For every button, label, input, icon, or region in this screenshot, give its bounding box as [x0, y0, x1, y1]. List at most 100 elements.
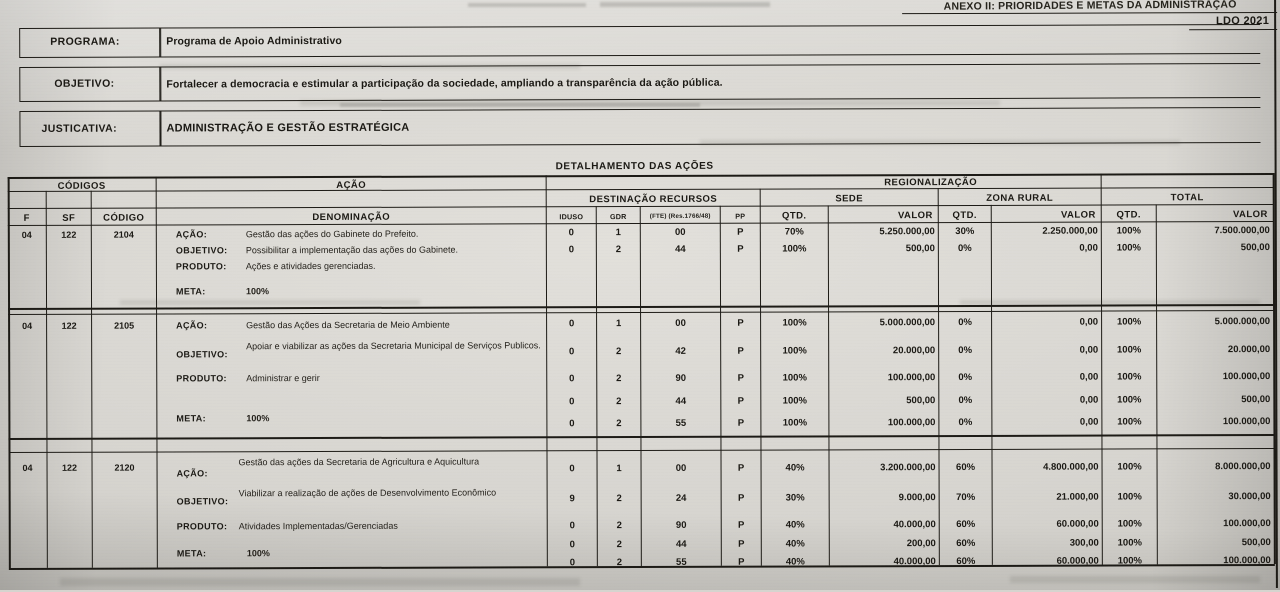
table-row: P	[738, 556, 745, 568]
table-row: 100%	[1117, 394, 1142, 406]
table-row: 1	[615, 318, 622, 330]
table-row: 100%	[1117, 371, 1142, 383]
table-row: 0	[569, 373, 575, 385]
table-row: 0,00	[1079, 316, 1099, 328]
table-row: 0	[569, 539, 575, 551]
table-row: 2	[616, 520, 622, 532]
table-row: 42	[675, 345, 686, 357]
table-row: P	[737, 372, 744, 384]
column-header-qtd-total: QTD.	[1116, 209, 1142, 221]
table-row: 2	[616, 418, 622, 430]
column-header-valor-zona: VALOR	[1060, 209, 1096, 221]
table-row: 44	[675, 243, 686, 255]
table-row: 0%	[958, 316, 972, 329]
table-row: 1	[616, 463, 622, 475]
column-header-valor-sede: VALOR	[897, 210, 933, 222]
table-row: 122	[61, 229, 77, 240]
acao-objetivo: Possibilitar a implementação das ações d…	[245, 244, 458, 256]
table-row: P	[737, 492, 745, 504]
table-row: 100%	[1117, 416, 1142, 428]
table-row: P	[737, 317, 744, 329]
group-header-acao: AÇÃO	[336, 179, 367, 191]
table-row: 500,00	[1241, 394, 1271, 406]
table-row: 9	[569, 493, 575, 505]
table-row: 20.000,00	[1227, 344, 1271, 356]
table-row: 0%	[958, 394, 973, 407]
col-border-qtd-sede	[827, 205, 831, 566]
table-row: 60%	[956, 537, 976, 550]
table-row: 30%	[955, 225, 975, 238]
table-row: 100%	[782, 345, 807, 357]
table-row: 100%	[1117, 461, 1142, 473]
row-label-meta: META:	[175, 286, 206, 297]
acao-objetivo: Viabilizar a realização de ações de Dese…	[238, 487, 497, 499]
acao-denominacao: Gestão das ações do Gabinete do Prefeito…	[245, 228, 419, 240]
table-row: 100%	[1117, 555, 1143, 567]
column-header-sf: SF	[62, 212, 76, 224]
table-row: 2105	[114, 320, 135, 331]
table-row: 0,00	[1079, 242, 1098, 254]
row-label-acao: AÇÃO:	[175, 229, 208, 240]
acoes-detail-table: DETALHAMENTO DAS AÇÕES CÓDIGOS AÇÃO DEST…	[7, 161, 1276, 580]
table-row: 70%	[956, 491, 976, 504]
table-row: 30%	[785, 492, 805, 504]
table-row: 2	[616, 373, 622, 385]
table-row: 30.000,00	[1228, 491, 1271, 503]
acao-meta: 100%	[246, 413, 270, 424]
acao-meta: 100%	[246, 548, 270, 559]
table-row: 0	[569, 346, 575, 358]
acao-produto: Administrar e gerir	[246, 373, 320, 384]
table-row: 2	[616, 539, 622, 551]
table-row: 2	[615, 244, 622, 256]
table-row: 200,00	[906, 538, 936, 550]
table-row: 40.000,00	[893, 519, 936, 531]
table-row: 0%	[958, 371, 973, 384]
table-row: 100%	[1116, 242, 1142, 254]
table-row: 60%	[956, 461, 976, 474]
table-row: 100%	[1117, 537, 1142, 549]
table-row: 04	[22, 320, 33, 331]
table-row: 70%	[784, 226, 804, 238]
group-header-codigos: CÓDIGOS	[57, 180, 106, 192]
acao-denominacao: Gestão das ações da Secretaria de Agricu…	[238, 456, 480, 468]
table-row: 100%	[782, 417, 808, 429]
table-row: 4.800.000,00	[1043, 461, 1099, 473]
table-row: 44	[675, 395, 687, 407]
column-header-qtd-zona: QTD.	[952, 209, 978, 222]
table-row: 04	[22, 462, 33, 473]
table-row: 04	[21, 229, 32, 240]
table-row: 60.000,00	[1056, 518, 1099, 530]
table-row: 2.250.000,00	[1042, 225, 1098, 237]
acao-produto: Ações e atividades gerenciadas.	[245, 260, 376, 272]
table-row: 100.000,00	[1223, 518, 1271, 530]
table-row: 90	[675, 372, 687, 384]
table-row: 100.000,00	[1222, 416, 1271, 428]
acao-produto: Atividades Implementadas/Gerenciadas	[238, 520, 398, 532]
table-row: 2104	[113, 229, 134, 240]
table-row: 0,00	[1079, 344, 1099, 356]
group-header-sede: SEDE	[835, 193, 864, 205]
table-row: 100%	[1116, 316, 1142, 328]
table-row: 5.250.000,00	[879, 226, 935, 238]
row-label-objetivo: OBJETIVO:	[176, 349, 228, 360]
table-row: 90	[675, 519, 687, 531]
table-row: 100.000,00	[1222, 371, 1271, 383]
row-label-objetivo: OBJETIVO:	[175, 245, 228, 256]
col-border-sf	[90, 190, 94, 568]
table-row: 00	[674, 226, 686, 238]
row-label-objetivo: OBJETIVO:	[176, 496, 229, 507]
table-row: 500,00	[905, 243, 935, 255]
col-border-fte	[719, 205, 723, 566]
table-row: 2	[616, 396, 622, 408]
col-border-codigo	[155, 176, 159, 568]
annex-title: ANEXO II: PRIORIDADES E METAS DA ADMINIS…	[943, 0, 1237, 13]
col-border-f	[45, 190, 49, 568]
justicativa-label: JUSTICATIVA:	[41, 122, 118, 135]
table-row: 100.000,00	[1223, 555, 1271, 567]
column-header-qtd-sede: QTD.	[781, 210, 807, 222]
table-row: 40%	[785, 519, 805, 531]
table-row: 0	[569, 520, 575, 532]
col-border-qtd-zona	[990, 204, 994, 565]
table-row: 0	[568, 318, 575, 330]
row-label-meta: META:	[176, 548, 207, 559]
